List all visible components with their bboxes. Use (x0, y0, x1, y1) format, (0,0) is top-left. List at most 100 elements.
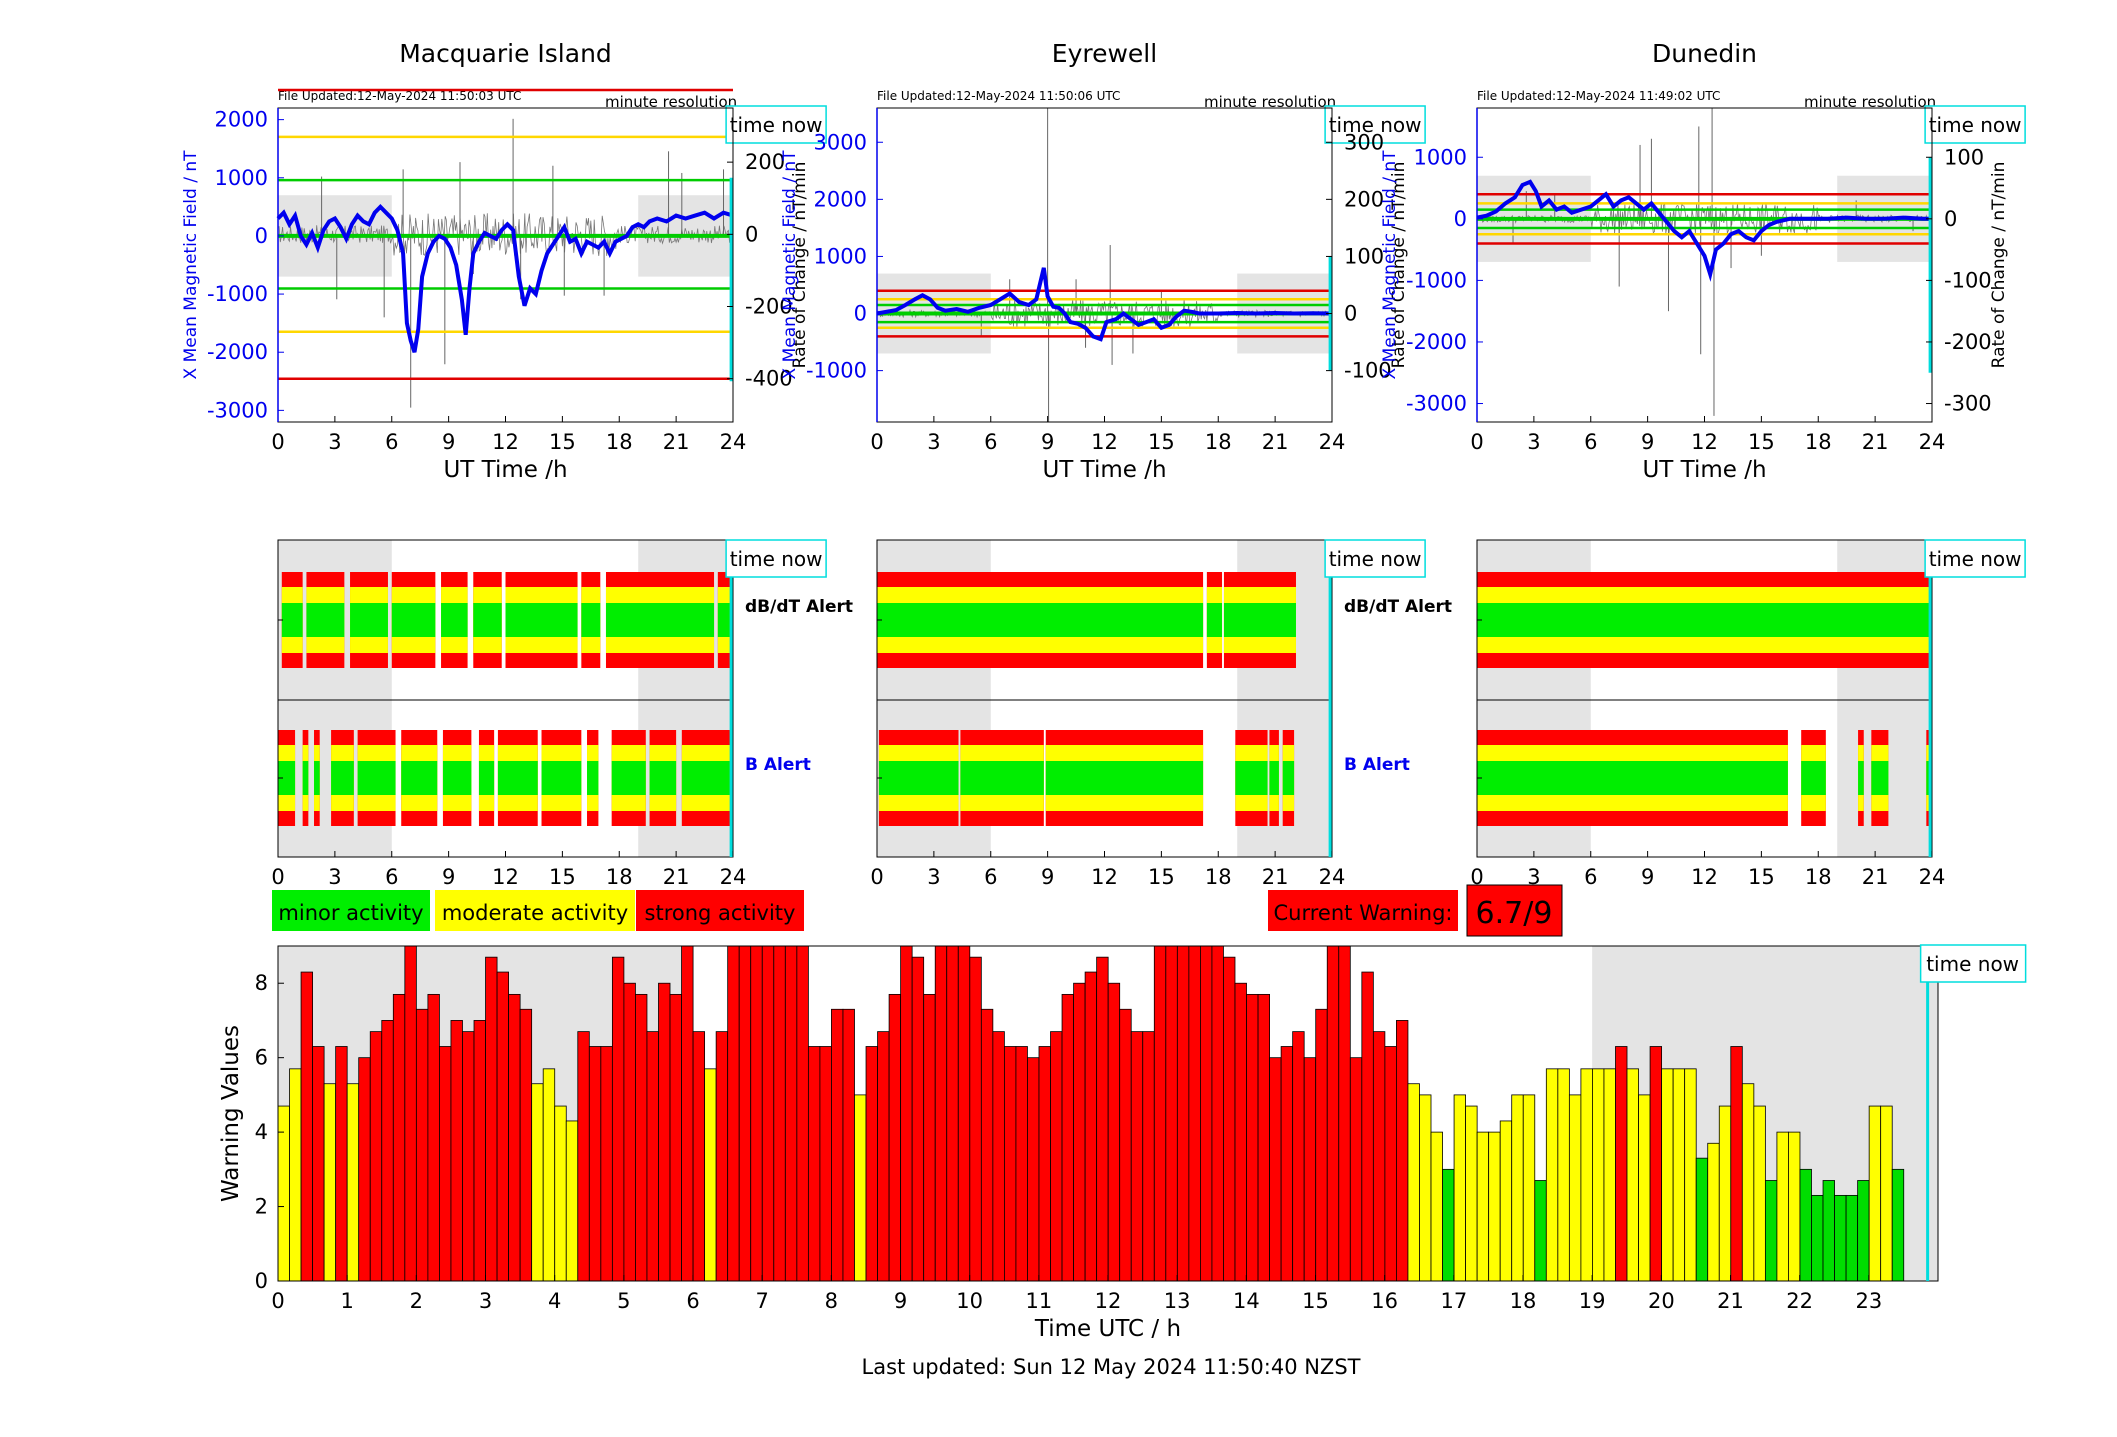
b-alert-label: B Alert (1344, 755, 1410, 775)
warning-bar (1442, 1168, 1455, 1282)
warning-bar (1511, 1094, 1524, 1282)
b-green-segment (302, 761, 309, 795)
resolution-text: minute resolution (1804, 93, 1936, 111)
right-tick-label: 0 (1344, 302, 1357, 326)
x-tick-label: 21 (1717, 1289, 1744, 1313)
dbdt-green-segment (350, 603, 388, 637)
resolution-text: minute resolution (1204, 93, 1336, 111)
mean-field-trace (1476, 179, 1932, 282)
warning-bar (773, 945, 786, 1282)
warning-bar (1730, 1046, 1743, 1282)
warning-bar (369, 1031, 383, 1282)
x-tick-label: 6 (984, 865, 997, 889)
warning-bar (415, 1008, 429, 1282)
resolution-text: minute resolution (605, 93, 737, 111)
warning-bar (519, 1008, 533, 1282)
warning-bar (577, 1031, 590, 1282)
warning-bar (404, 945, 417, 1282)
file-updated-text: File Updated:12-May-2024 11:50:03 UTC (278, 89, 521, 103)
x-tick-label: 18 (1205, 430, 1232, 454)
time-now-box (1324, 539, 1426, 578)
time-now-label: time now (730, 113, 823, 137)
station-panel-dunedin: Dunedin File Updated:12-May-2024 11:49:02… (1380, 39, 2026, 483)
alert-panel-0: time now dB/dT Alert B Alert 0 3 6 9 12 15 18 21 24 (271, 539, 853, 889)
x-tick-label: 10 (956, 1289, 983, 1313)
time-now-box (1919, 944, 2027, 983)
warning-bar (1592, 1068, 1605, 1282)
b-green-segment (541, 761, 582, 795)
warning-bar (1142, 1031, 1155, 1282)
warning-bar (1649, 1046, 1663, 1282)
x-tick-label: 24 (1919, 430, 1946, 454)
rate-of-change-trace (277, 213, 734, 256)
mean-field-trace (876, 267, 1333, 342)
right-tick-label: 200 (745, 150, 785, 174)
warning-bar (1361, 971, 1374, 1282)
warning-bar (1661, 1068, 1674, 1282)
warning-bar (1776, 1131, 1789, 1282)
warning-bar (1096, 956, 1109, 1282)
x-tick-label: 4 (548, 1289, 561, 1313)
warning-bar (1372, 1031, 1386, 1282)
warning-bar (485, 956, 498, 1282)
warning-bar (1130, 1031, 1144, 1282)
warning-bar (1269, 1057, 1282, 1282)
warning-bar (831, 1008, 844, 1282)
warning-bar (980, 1008, 994, 1282)
warning-bar (1119, 1008, 1132, 1282)
x-tick-label: 18 (606, 865, 633, 889)
warning-bar (738, 945, 752, 1282)
x-axis-label: UT Time /h (1042, 457, 1166, 483)
warning-bar (508, 993, 521, 1282)
warning-bar (1349, 1057, 1363, 1282)
b-green-segment (331, 761, 354, 795)
dbdt-green-segment (473, 603, 502, 637)
right-tick-label: -200 (1944, 330, 1992, 354)
dbdt-green-segment (1206, 603, 1223, 637)
right-tick-label: -200 (745, 295, 793, 319)
x-tick-label: 13 (1164, 1289, 1191, 1313)
x-tick-label: 24 (720, 430, 747, 454)
warning-bar (1891, 1168, 1905, 1282)
x-tick-label: 3 (927, 430, 940, 454)
time-now-box (1924, 539, 2026, 578)
warning-bar (1246, 993, 1259, 1282)
warning-bar (1326, 945, 1340, 1282)
dbdt-green-segment (306, 603, 345, 637)
warning-bar (1061, 993, 1074, 1282)
x-tick-label: 12 (1691, 865, 1718, 889)
warning-bar (1626, 1068, 1639, 1282)
warning-bar (1753, 1105, 1766, 1282)
warning-bar (1430, 1131, 1443, 1282)
y-tick-label: 8 (255, 971, 268, 995)
x-tick-label: 0 (271, 1289, 284, 1313)
x-tick-label: 21 (663, 430, 690, 454)
warning-bar (1050, 1031, 1063, 1282)
warning-bar (439, 1046, 452, 1282)
left-tick-label: 2000 (814, 187, 867, 211)
warning-bar (1200, 945, 1213, 1282)
station-panel-eyrewell: Eyrewell File Updated:12-May-2024 11:50:0… (780, 39, 1426, 483)
x-tick-label: 9 (1641, 430, 1654, 454)
legend-strong-swatch (636, 890, 804, 931)
warning-bar (1695, 1157, 1709, 1282)
b-green-segment (497, 761, 538, 795)
left-axis-label: X Mean Magnetic Field / nT (780, 150, 800, 380)
right-tick-label: 0 (1944, 207, 1957, 231)
warning-bar (727, 945, 740, 1282)
left-tick-label: -2000 (207, 340, 268, 364)
time-now-label: time now (1329, 113, 1422, 137)
warning-bar (1084, 971, 1098, 1282)
x-tick-label: 3 (328, 430, 341, 454)
b-green-segment (278, 761, 296, 795)
b-green-segment (681, 761, 733, 795)
warning-bar (392, 993, 406, 1282)
warning-bar (796, 945, 809, 1282)
x-tick-label: 18 (1205, 865, 1232, 889)
time-now-box (725, 539, 827, 578)
warning-bar (865, 1046, 878, 1282)
warning-bar (1857, 1180, 1870, 1282)
x-tick-label: 18 (606, 430, 633, 454)
warning-bar (1799, 1168, 1812, 1282)
